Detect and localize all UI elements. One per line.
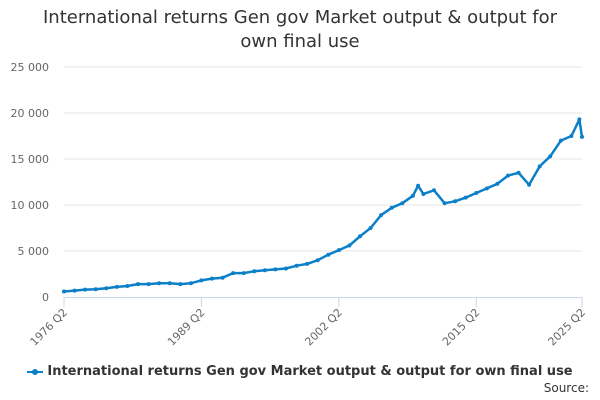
data-point[interactable]: [284, 266, 288, 271]
data-point[interactable]: [72, 288, 77, 293]
x-tick-label: 2015 Q2: [440, 306, 483, 349]
data-point[interactable]: [347, 243, 352, 248]
data-point[interactable]: [157, 281, 162, 286]
y-tick-label: 20 000: [11, 107, 50, 120]
data-point[interactable]: [474, 191, 479, 195]
data-point[interactable]: [210, 276, 214, 281]
chart-title-line-2: own final use: [240, 31, 360, 52]
data-point[interactable]: [62, 289, 66, 294]
data-point[interactable]: [146, 282, 151, 287]
y-tick-label: 15 000: [11, 153, 50, 166]
y-tick-label: 5 000: [18, 245, 50, 258]
data-point[interactable]: [262, 268, 267, 273]
data-point[interactable]: [358, 234, 362, 239]
data-point[interactable]: [527, 182, 532, 187]
source-label: Source:: [543, 381, 589, 395]
data-point[interactable]: [537, 164, 542, 169]
data-point[interactable]: [389, 205, 394, 210]
x-tick-label: 1976 Q2: [28, 306, 71, 349]
data-point[interactable]: [93, 287, 98, 292]
data-point[interactable]: [231, 271, 236, 276]
data-point[interactable]: [569, 134, 574, 138]
y-tick-label: 25 000: [11, 61, 50, 74]
data-point[interactable]: [421, 192, 426, 196]
data-point[interactable]: [167, 281, 172, 286]
data-point[interactable]: [114, 284, 119, 289]
data-point[interactable]: [273, 267, 278, 272]
gridlines: [64, 66, 582, 252]
y-tick-label: 0: [42, 291, 49, 304]
data-point[interactable]: [252, 269, 257, 274]
data-point[interactable]: [410, 193, 415, 198]
chart-title: International returns Gen gov Market out…: [0, 6, 600, 54]
legend-line-marker-icon: [27, 367, 44, 377]
data-point[interactable]: [516, 170, 521, 175]
data-point[interactable]: [558, 138, 563, 143]
data-point[interactable]: [294, 263, 299, 268]
data-point[interactable]: [241, 271, 246, 276]
legend[interactable]: International returns Gen gov Market out…: [0, 364, 600, 379]
series-line[interactable]: [63, 118, 584, 293]
data-point[interactable]: [178, 282, 183, 287]
x-tick-label: 1989 Q2: [165, 306, 208, 349]
data-point[interactable]: [83, 287, 88, 292]
data-point[interactable]: [463, 195, 468, 200]
y-tick-label: 10 000: [11, 199, 50, 212]
data-point[interactable]: [220, 275, 225, 280]
data-point[interactable]: [577, 117, 582, 122]
data-point[interactable]: [580, 134, 584, 139]
chart-title-line-1: International returns Gen gov Market out…: [43, 7, 557, 28]
data-point[interactable]: [495, 181, 500, 186]
data-point[interactable]: [336, 248, 341, 253]
data-point[interactable]: [379, 213, 384, 218]
data-point[interactable]: [315, 258, 320, 263]
data-point[interactable]: [432, 188, 436, 193]
data-point[interactable]: [484, 186, 489, 191]
data-point[interactable]: [199, 278, 204, 283]
series-layer: [62, 117, 584, 294]
data-point[interactable]: [326, 252, 331, 257]
data-point[interactable]: [104, 286, 109, 291]
data-point[interactable]: [400, 201, 405, 206]
x-tick-label: 2002 Q2: [302, 306, 345, 349]
data-point[interactable]: [442, 201, 447, 206]
data-point[interactable]: [125, 284, 130, 288]
data-point[interactable]: [305, 261, 310, 266]
data-point[interactable]: [368, 226, 373, 230]
data-point[interactable]: [136, 282, 140, 287]
data-point[interactable]: [416, 183, 421, 188]
data-point[interactable]: [453, 199, 458, 204]
data-point[interactable]: [548, 154, 553, 159]
data-point[interactable]: [506, 173, 510, 178]
legend-item-label: International returns Gen gov Market out…: [47, 364, 573, 379]
data-point[interactable]: [188, 281, 193, 286]
x-tick-label: 2025 Q2: [546, 306, 589, 349]
